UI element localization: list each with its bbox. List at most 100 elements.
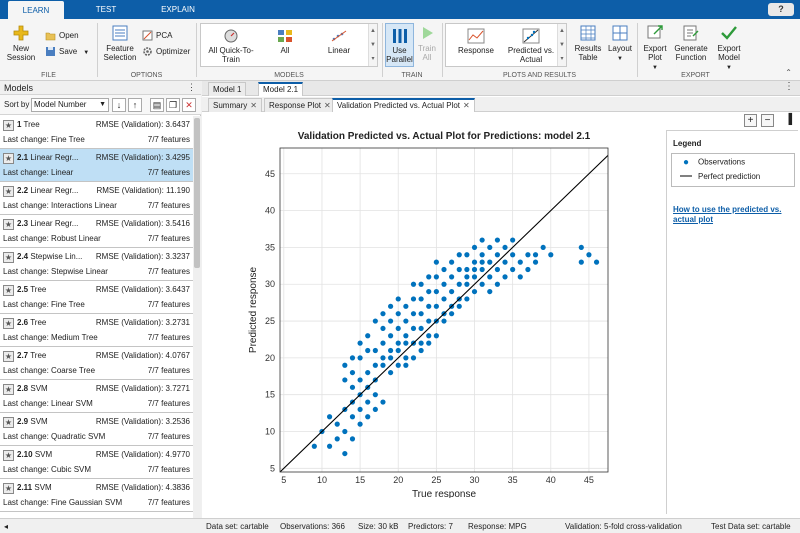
star-icon[interactable]: ★ [3, 318, 14, 329]
pca-button[interactable]: PCA [142, 29, 172, 43]
y-tick-label: 5 [270, 463, 275, 473]
models-panel-menu-icon[interactable]: ⋮ [187, 82, 196, 92]
tab-test[interactable]: TEST [95, 5, 117, 14]
model-list-item[interactable]: ★ 2.7 Tree RMSE (Validation): 4.0767 Last c… [0, 347, 193, 380]
tabs-menu-icon[interactable]: ⋮ [784, 81, 794, 92]
plots-gallery-scroll[interactable]: ▲ ▼ ▾ [557, 24, 566, 66]
star-icon[interactable]: ★ [3, 417, 14, 428]
sort-bar: Sort by Model Number ▼ ↓ ↑ ▤ ❐ ✕ [0, 95, 201, 115]
zoom-in-button[interactable]: + [744, 114, 757, 127]
line-icon [678, 172, 694, 181]
model-name: 2.11 SVM [17, 483, 52, 492]
tab-model-1[interactable]: Model 1 [208, 82, 247, 96]
model-list-item[interactable]: ★ 2.8 SVM RMSE (Validation): 3.7271 Last ch… [0, 380, 193, 413]
observation-point [433, 333, 439, 339]
export-model-button[interactable]: Export Model ▼ [712, 24, 746, 73]
observation-point [479, 252, 485, 258]
observation-point [494, 281, 500, 287]
export-plot-button[interactable]: Export Plot ▼ [640, 24, 670, 73]
star-icon[interactable]: ★ [3, 153, 14, 164]
sort-descending-button[interactable]: ↓ [112, 98, 126, 112]
star-icon[interactable]: ★ [3, 384, 14, 395]
use-parallel-button[interactable]: Use Parallel [385, 23, 414, 67]
observation-point [380, 399, 386, 405]
tab-learn[interactable]: LEARN [8, 1, 64, 19]
collapse-legend-icon[interactable]: ▐ [784, 114, 793, 125]
status-scroll-left-icon[interactable]: ◂ [4, 522, 9, 531]
model-rmse: RMSE (Validation): 4.3836 [95, 483, 190, 492]
star-icon[interactable]: ★ [3, 483, 14, 494]
gallery-all-quick-to-train[interactable]: All Quick-To-Train [203, 24, 259, 66]
tab-summary[interactable]: Summary ✕ [208, 98, 262, 112]
open-button[interactable]: Open [45, 29, 79, 43]
observation-point [426, 303, 432, 309]
sort-select[interactable]: Model Number ▼ [31, 98, 109, 112]
observation-point [403, 355, 409, 361]
scrollbar-thumb[interactable] [194, 118, 200, 268]
results-table-button[interactable]: Results Table [573, 24, 603, 62]
gallery-all[interactable]: All [263, 24, 307, 66]
observation-point [410, 311, 417, 317]
gallery-response[interactable]: Response [450, 24, 502, 66]
copy-model-button[interactable]: ❐ [166, 98, 180, 112]
observation-point [342, 428, 348, 435]
tab-model-2-1[interactable]: Model 2.1 [258, 82, 304, 96]
new-session-button[interactable]: New Session [4, 24, 38, 62]
tab-response-plot[interactable]: Response Plot ✕ [264, 98, 336, 112]
star-icon[interactable]: ★ [3, 219, 14, 230]
close-icon[interactable]: ✕ [324, 101, 331, 110]
model-list-item[interactable]: ★ 2.5 Tree RMSE (Validation): 3.6437 Last c… [0, 281, 193, 314]
model-list-scrollbar[interactable] [193, 116, 201, 518]
model-rmse: RMSE (Validation): 3.6437 [95, 120, 190, 129]
model-list-item[interactable]: ★ 2.11 SVM RMSE (Validation): 4.3836 Last c… [0, 479, 193, 512]
status-bar: ◂ Data set: cartable Observations: 366 S… [0, 518, 800, 533]
star-icon[interactable]: ★ [3, 186, 14, 197]
observation-point [418, 340, 424, 346]
tab-explain[interactable]: EXPLAIN [161, 5, 195, 14]
help-link[interactable]: How to use the predicted vs. actual plot [673, 205, 782, 224]
observation-point [525, 266, 531, 273]
star-icon[interactable]: ★ [3, 285, 14, 296]
tab-predicted-vs-actual[interactable]: Validation Predicted vs. Actual Plot ✕ [332, 98, 475, 112]
sort-ascending-button[interactable]: ↑ [128, 98, 142, 112]
status-size: Size: 30 kB [358, 522, 399, 531]
train-all-button[interactable]: Train All [415, 24, 439, 62]
model-list-item[interactable]: ★ 1 Tree RMSE (Validation): 3.6437 Last cha… [0, 116, 193, 149]
gallery-scroll[interactable]: ▲ ▼ ▾ [368, 24, 377, 66]
model-list-item[interactable]: ★ 2.4 Stepwise Lin... RMSE (Validation): 3… [0, 248, 193, 281]
close-icon[interactable]: ✕ [250, 101, 257, 110]
collapse-ribbon-icon[interactable]: ⌃ [785, 68, 792, 77]
star-icon[interactable]: ★ [3, 252, 14, 263]
optimizer-button[interactable]: Optimizer [142, 45, 190, 59]
close-icon[interactable]: ✕ [463, 101, 470, 110]
zoom-out-button[interactable]: − [761, 114, 774, 127]
predicted-vs-actual-chart[interactable]: 5 10 15 20 25 30 35 40 45 5 10 15 20 25 30 35 40 45 Valida… [242, 126, 706, 498]
gallery-linear[interactable]: Linear [313, 24, 365, 66]
model-name: 2.5 Tree [17, 285, 47, 294]
model-name: 2.6 Tree [17, 318, 47, 327]
model-list-item[interactable]: ★ 2.3 Linear Regr... RMSE (Validation): 3.… [0, 215, 193, 248]
duplicate-model-button[interactable]: ▤ [150, 98, 164, 112]
observation-point [395, 340, 401, 346]
save-button[interactable]: Save ▼ [45, 45, 89, 59]
star-icon[interactable]: ★ [3, 120, 14, 131]
observation-point [502, 274, 508, 280]
save-dropdown-icon[interactable]: ▼ [83, 50, 90, 56]
observation-point [372, 392, 378, 398]
layout-button[interactable]: Layout ▼ [605, 24, 635, 64]
help-button[interactable]: ? [768, 3, 794, 16]
model-features: 7/7 features [147, 333, 190, 342]
model-list-item[interactable]: ★ 2.9 SVM RMSE (Validation): 3.2536 Last ch… [0, 413, 193, 446]
model-list-item[interactable]: ★ 2.2 Linear Regr... RMSE (Validation): 11… [0, 182, 193, 215]
model-list-item[interactable]: ★ 2.1 Linear Regr... RMSE (Validation): 3.… [0, 149, 193, 182]
layout-label: Layout [607, 44, 633, 53]
star-icon[interactable]: ★ [3, 351, 14, 362]
delete-model-button[interactable]: ✕ [182, 98, 196, 112]
star-icon[interactable]: ★ [3, 450, 14, 461]
feature-selection-button[interactable]: Feature Selection [100, 24, 140, 62]
predicted-actual-icon [522, 28, 540, 44]
model-list-item[interactable]: ★ 2.6 Tree RMSE (Validation): 3.2731 Last c… [0, 314, 193, 347]
gallery-predicted-vs-actual[interactable]: Predicted vs. Actual [504, 24, 558, 66]
generate-function-button[interactable]: Generate Function [672, 24, 710, 62]
model-list-item[interactable]: ★ 2.10 SVM RMSE (Validation): 4.9770 Last c… [0, 446, 193, 479]
